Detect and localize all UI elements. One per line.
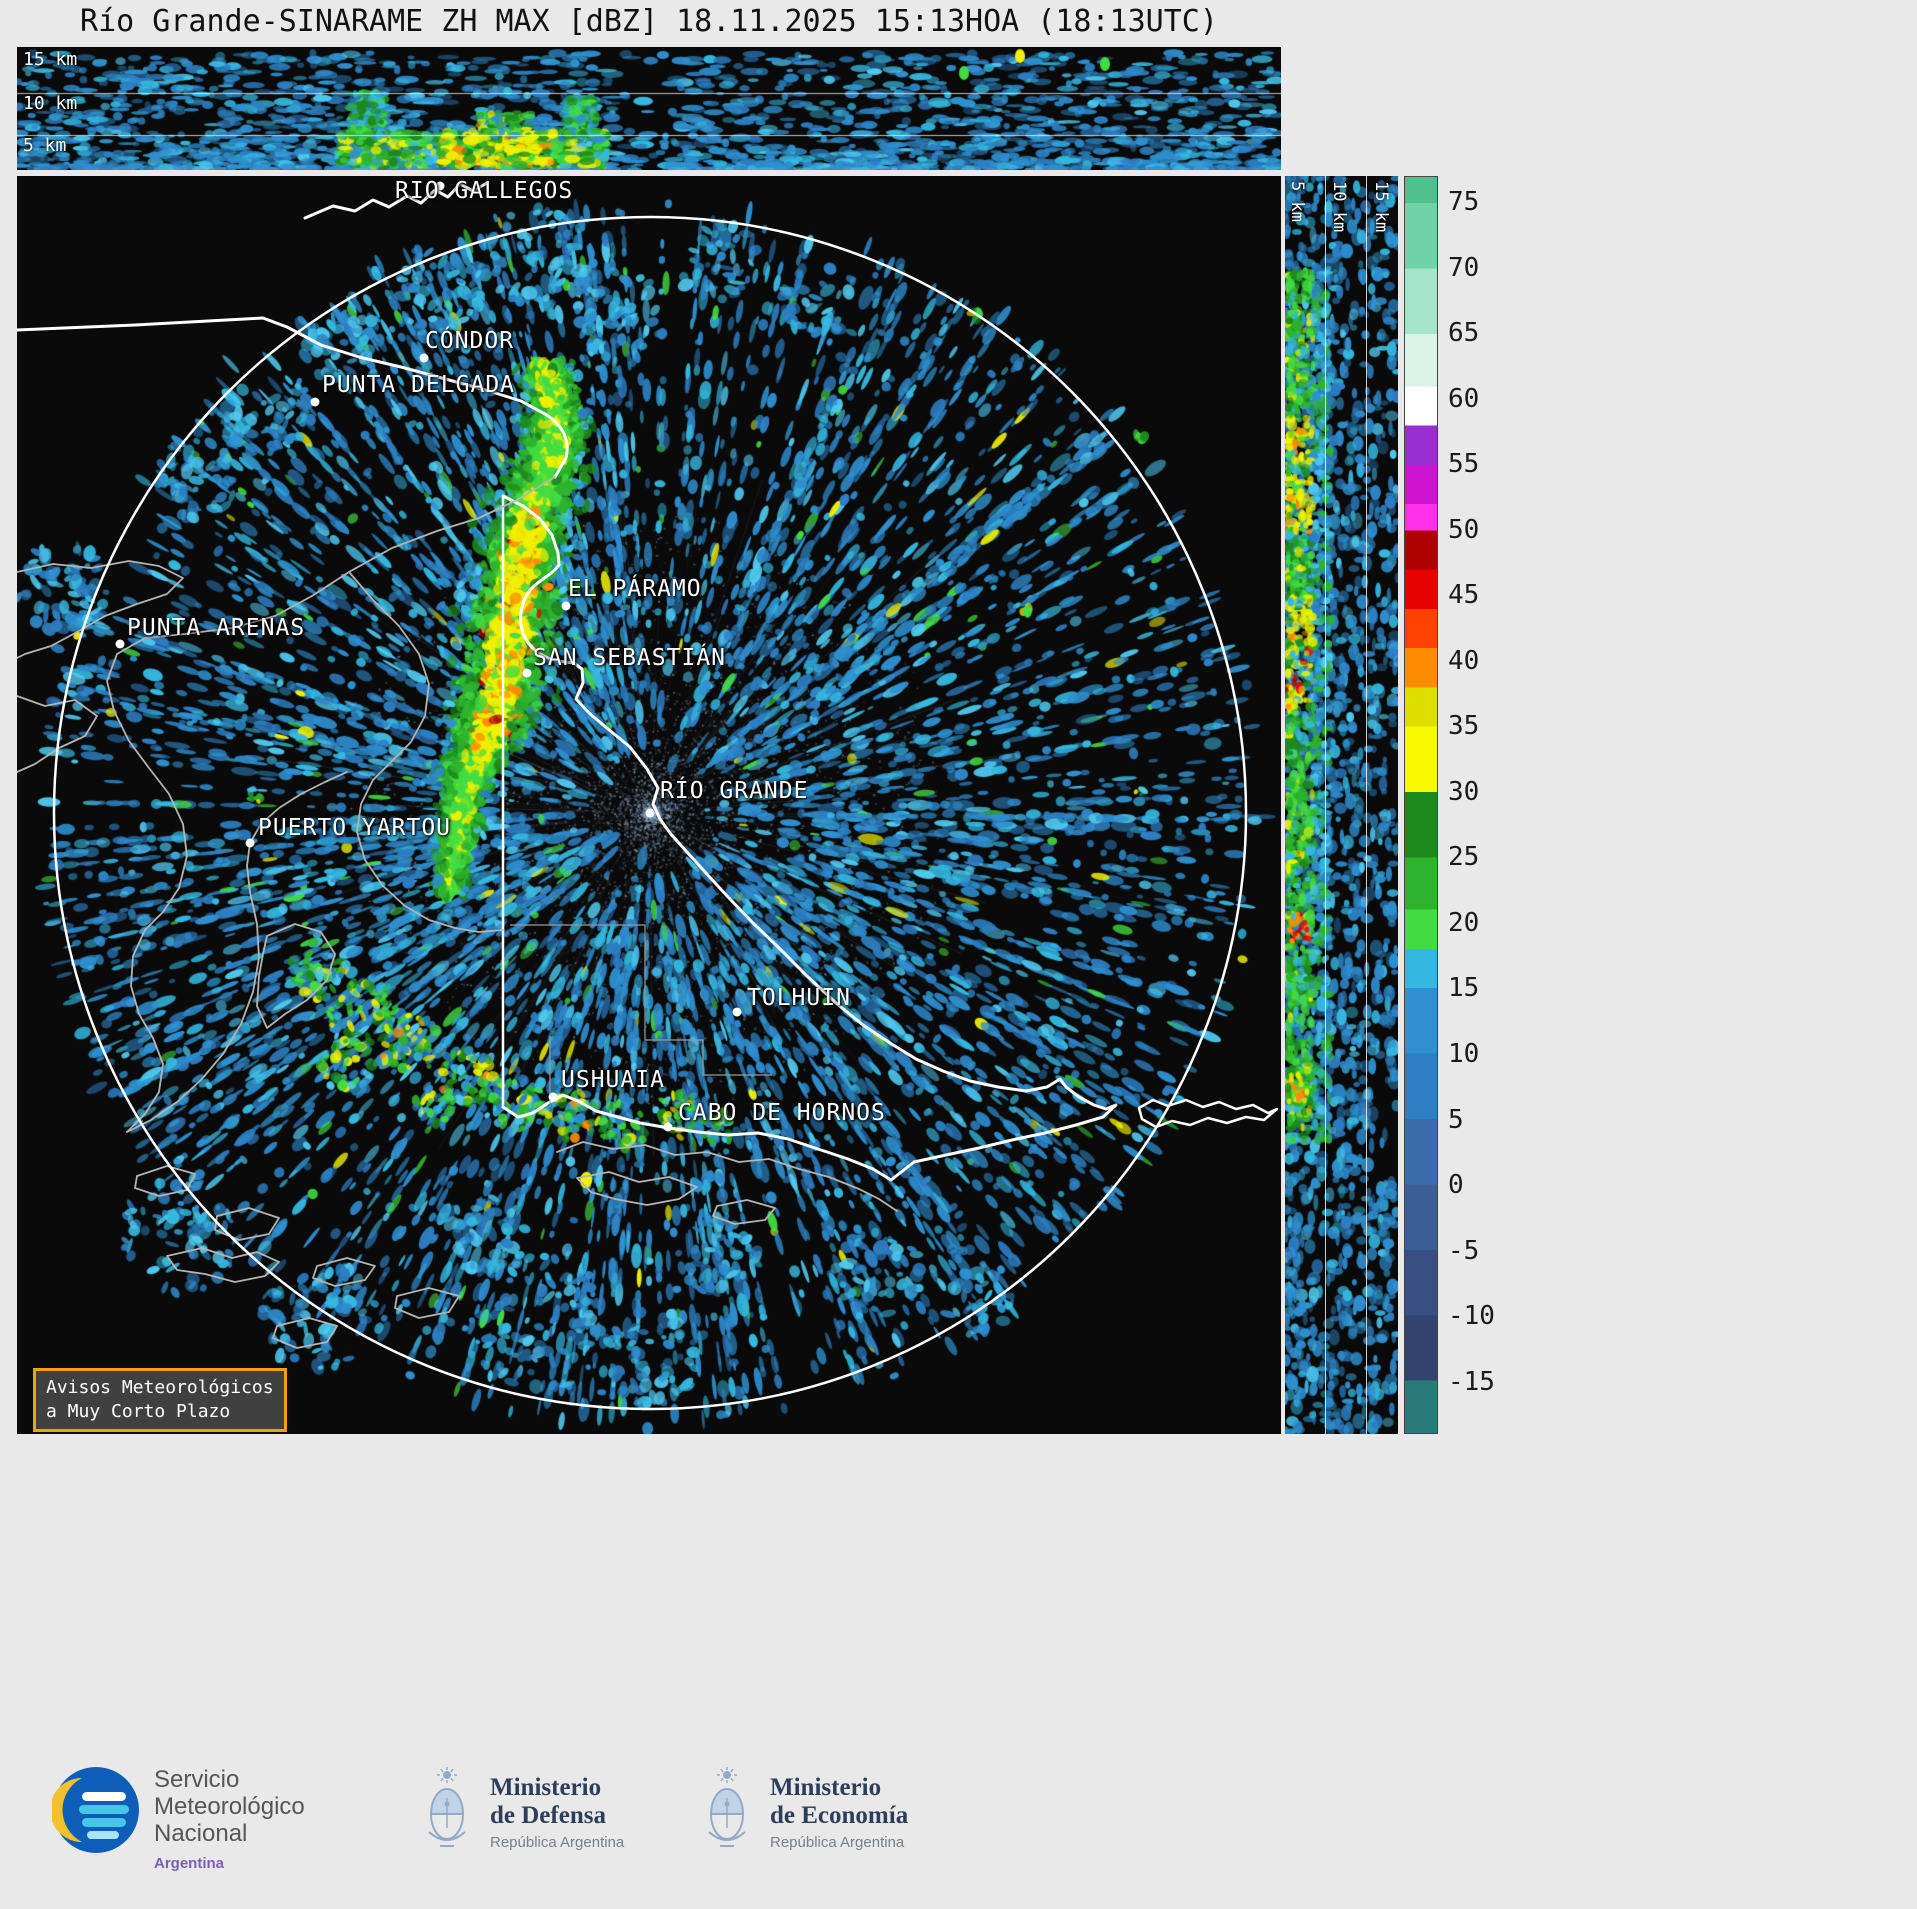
ministry-economia-text: Ministerio de Economía República Argenti… bbox=[770, 1766, 908, 1851]
colorbar-tick-10: 10 bbox=[1448, 1038, 1480, 1069]
product-title: Río Grande-SINARAME ZH MAX [dBZ] 18.11.2… bbox=[80, 4, 1218, 39]
colorbar-tick-75: 75 bbox=[1448, 187, 1480, 218]
ministry-subtitle: República Argentina bbox=[770, 1834, 905, 1851]
altitude-gridline-v-5km bbox=[1325, 176, 1326, 1434]
footer: Servicio Meteorológico Nacional Argentin… bbox=[0, 1740, 1917, 1909]
radar-echo-canvas bbox=[17, 176, 1281, 1434]
smn-name-line: Nacional bbox=[154, 1820, 248, 1847]
colorbar-tick-20: 20 bbox=[1448, 907, 1480, 938]
smn-logo-icon bbox=[52, 1767, 139, 1853]
colorbar-tick-65: 65 bbox=[1448, 318, 1480, 349]
smn-name-line: Meteorológico bbox=[154, 1793, 305, 1820]
altitude-label-10km: 10 km bbox=[23, 93, 78, 114]
colorbar-tick-70: 70 bbox=[1448, 252, 1480, 283]
altitude-label-5km: 5 km bbox=[23, 135, 67, 156]
smn-text: Servicio Meteorológico Nacional Argentin… bbox=[154, 1766, 305, 1877]
smn-logo-block: Servicio Meteorológico Nacional Argentin… bbox=[52, 1766, 305, 1877]
colorbar-tick-50: 50 bbox=[1448, 514, 1480, 545]
altitude-label-15km: 15 km bbox=[23, 49, 78, 70]
right-cross-section-canvas bbox=[1285, 176, 1398, 1434]
colorbar-tick-35: 35 bbox=[1448, 711, 1480, 742]
colorbar-tick--5: -5 bbox=[1448, 1235, 1480, 1266]
ministry-name: Ministerio bbox=[490, 1774, 602, 1801]
ministry-subtitle: República Argentina bbox=[490, 1834, 625, 1851]
coat-of-arms-icon bbox=[708, 1767, 746, 1847]
colorbar-tick-labels: 75 70 65 60 55 50 45 40 35 30 25 20 15 10 5 0 -5 -10 -15 bbox=[1448, 176, 1538, 1434]
colorbar-tick-60: 60 bbox=[1448, 383, 1480, 414]
ministry-defensa-block: Ministerio de Defensa República Argentin… bbox=[420, 1766, 624, 1854]
colorbar-tick-0: 0 bbox=[1448, 1170, 1464, 1201]
advisory-line-1: Avisos Meteorológicos bbox=[46, 1377, 274, 1398]
advisory-box[interactable]: Avisos Meteorológicos a Muy Corto Plazo bbox=[33, 1368, 287, 1432]
colorbar-tick-55: 55 bbox=[1448, 449, 1480, 480]
ministry-name: Ministerio bbox=[770, 1774, 882, 1801]
reflectivity-colorbar bbox=[1404, 176, 1438, 1434]
colorbar-tick--15: -15 bbox=[1448, 1366, 1495, 1397]
right-cross-section-panel: 5 km 10 km 15 km bbox=[1285, 176, 1398, 1434]
colorbar-tick-5: 5 bbox=[1448, 1104, 1464, 1135]
colorbar-tick-40: 40 bbox=[1448, 645, 1480, 676]
radar-map-panel: RIO GALLEGOS CÓNDOR PUNTA DELGADA PUNTA ARE… bbox=[17, 176, 1281, 1434]
altitude-label-v-5km: 5 km bbox=[1287, 181, 1307, 222]
top-cross-section-panel: 15 km 10 km 5 km bbox=[17, 47, 1281, 170]
ministry-economia-block: Ministerio de Economía República Argenti… bbox=[700, 1766, 908, 1854]
coat-of-arms-icon bbox=[428, 1767, 466, 1847]
ministry-name: de Economía bbox=[770, 1802, 909, 1829]
altitude-gridline-v-10km bbox=[1366, 176, 1367, 1434]
colorbar-tick-25: 25 bbox=[1448, 842, 1480, 873]
advisory-line-2: a Muy Corto Plazo bbox=[46, 1401, 231, 1422]
altitude-label-v-10km: 10 km bbox=[1329, 181, 1349, 233]
colorbar-tick-45: 45 bbox=[1448, 580, 1480, 611]
smn-name-line: Servicio bbox=[154, 1766, 240, 1793]
top-cross-section-canvas bbox=[17, 47, 1281, 170]
colorbar-tick--10: -10 bbox=[1448, 1301, 1495, 1332]
smn-country: Argentina bbox=[154, 1855, 225, 1872]
colorbar-tick-30: 30 bbox=[1448, 776, 1480, 807]
ministry-defensa-text: Ministerio de Defensa República Argentin… bbox=[490, 1766, 624, 1851]
altitude-label-v-15km: 15 km bbox=[1371, 181, 1391, 233]
colorbar-tick-15: 15 bbox=[1448, 973, 1480, 1004]
ministry-name: de Defensa bbox=[490, 1802, 606, 1829]
